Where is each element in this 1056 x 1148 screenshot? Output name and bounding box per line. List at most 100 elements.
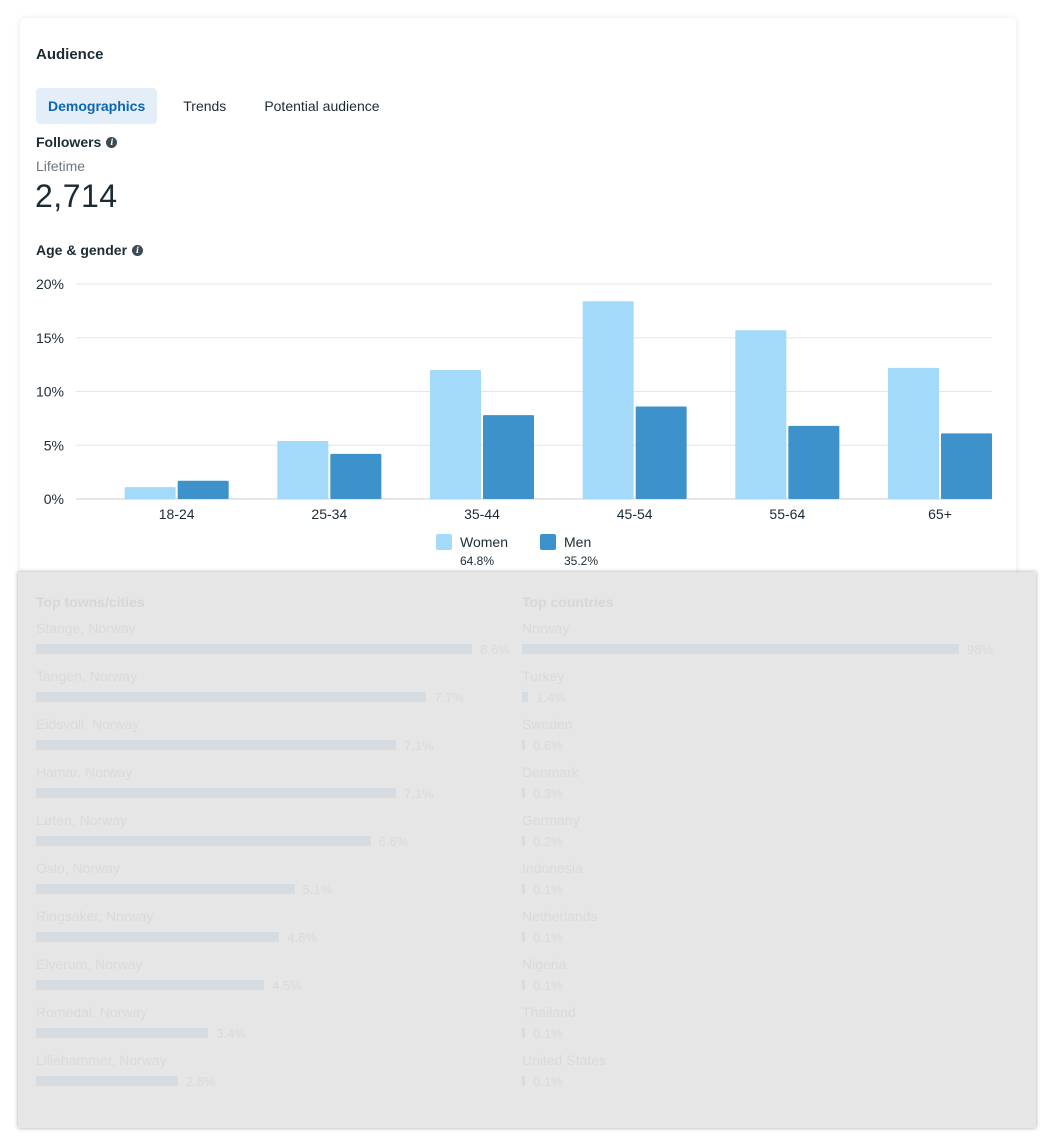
location-name: Eidsvoll, Norway [36, 716, 140, 732]
location-bar [522, 884, 525, 894]
age-gender-heading: Age & gender i [36, 242, 144, 258]
top-cities-title: Top towns/cities [36, 594, 145, 610]
followers-period: Lifetime [36, 158, 86, 174]
location-bar [522, 836, 525, 846]
location-bar [36, 884, 295, 894]
location-percent: 4.8% [287, 930, 317, 945]
bar-women-65+ [888, 367, 939, 499]
legend-women: Women 64.8% [436, 534, 508, 568]
bar-men-18-24 [177, 480, 229, 499]
age-gender-label: Age & gender [36, 242, 128, 258]
top-countries-title: Top countries [522, 594, 614, 610]
x-tick-label: 45-54 [617, 506, 653, 522]
bar-men-55-64 [788, 425, 840, 499]
tab-potential-audience[interactable]: Potential audience [264, 98, 380, 114]
location-name: Stange, Norway [36, 620, 136, 636]
bar-men-35-44 [483, 415, 534, 499]
info-icon[interactable]: i [106, 136, 118, 148]
legend-men-label: Men [564, 534, 592, 550]
location-name: United States [522, 1052, 607, 1068]
y-tick-label: 5% [44, 437, 64, 453]
location-bar [36, 932, 280, 942]
location-percent: 6.6% [378, 834, 409, 849]
location-bar [36, 788, 396, 798]
location-percent: 0.1% [533, 978, 563, 993]
location-bar [522, 740, 525, 750]
y-tick-label: 15% [36, 330, 64, 346]
location-percent: 0.2% [533, 834, 563, 849]
bar-women-45-54 [582, 301, 634, 499]
bar-men-25-34 [330, 453, 382, 499]
location-name: Netherlands [522, 908, 598, 924]
location-name: Hamar, Norway [36, 764, 133, 780]
location-bar [36, 1076, 178, 1086]
location-name: Lillehammer, Norway [36, 1052, 167, 1068]
location-percent: 0.1% [533, 1074, 563, 1089]
location-bar [36, 740, 396, 750]
location-percent: 3.4% [216, 1026, 246, 1041]
followers-count: 2,714 [35, 178, 118, 214]
location-percent: 0.1% [533, 882, 563, 897]
location-percent: 1.4% [536, 690, 566, 705]
location-bar [36, 836, 371, 846]
location-name: Germany [522, 812, 580, 828]
followers-label: Followers [36, 134, 102, 150]
x-tick-label: 55-64 [769, 506, 805, 522]
location-name: Løten, Norway [36, 812, 128, 828]
location-percent: 7.7% [434, 690, 464, 705]
location-name: Tangen, Norway [36, 668, 138, 684]
bar-women-25-34 [277, 440, 329, 499]
location-bar [36, 644, 472, 654]
women-swatch [436, 534, 452, 550]
y-tick-label: 10% [36, 384, 64, 400]
location-name: Thailand [522, 1004, 576, 1020]
info-icon[interactable]: i [132, 244, 144, 256]
location-name: Denmark [522, 764, 579, 780]
audience-card: Audience Demographics Trends Potential a… [20, 18, 1016, 578]
location-name: Turkey [522, 668, 565, 684]
location-percent: 2.8% [185, 1074, 216, 1089]
location-percent: 7.1% [403, 738, 434, 753]
location-percent: 0.1% [533, 1026, 563, 1041]
tab-demographics[interactable]: Demographics [36, 88, 158, 124]
location-bar [522, 1076, 525, 1086]
card-title: Audience [36, 46, 104, 63]
location-name: Indonesia [522, 860, 583, 876]
legend-men-pct: 35.2% [564, 554, 599, 568]
legend-women-pct: 64.8% [460, 554, 495, 568]
location-name: Sweden [522, 716, 573, 732]
x-tick-label: 65+ [928, 506, 952, 522]
location-name: Norway [522, 620, 570, 636]
location-name: Romedal, Norway [36, 1004, 148, 1020]
location-name: Nigeria [522, 956, 567, 972]
location-bar [522, 788, 525, 798]
y-tick-label: 20% [36, 278, 64, 292]
location-percent: 8.6% [480, 642, 510, 657]
bar-women-55-64 [735, 330, 787, 499]
location-percent: 5.1% [302, 882, 333, 897]
location-percent: 0.1% [533, 930, 563, 945]
bar-women-35-44 [430, 370, 481, 499]
location-percent: 98% [967, 642, 994, 657]
location-bar [522, 932, 525, 942]
location-bar [522, 980, 525, 990]
location-percent: 0.6% [533, 738, 563, 753]
men-swatch [540, 534, 556, 550]
location-name: Elverum, Norway [36, 956, 143, 972]
legend-women-label: Women [460, 534, 508, 550]
location-bar [36, 1028, 209, 1038]
x-tick-label: 35-44 [464, 506, 500, 522]
location-name: Ringsaker, Norway [36, 908, 154, 924]
bar-women-18-24 [124, 487, 176, 499]
location-percent: 4.5% [272, 978, 302, 993]
tab-trends[interactable]: Trends [183, 98, 227, 114]
location-name: Oslo, Norway [36, 860, 121, 876]
tab-bar: Demographics Trends Potential audience [36, 88, 406, 124]
x-tick-label: 18-24 [159, 506, 195, 522]
location-bar [522, 644, 959, 654]
age-gender-chart: 0% 5% 10% 15% 20% 18-24 25-34 35-44 45-54 55-64 65… [36, 278, 992, 522]
followers-heading: Followers i [36, 134, 118, 150]
legend-men: Men 35.2% [540, 534, 598, 568]
location-percent: 7.1% [403, 786, 434, 801]
locations-overlay: Top towns/cities Stange, Norway 8.6% Tange… [18, 572, 1036, 1128]
